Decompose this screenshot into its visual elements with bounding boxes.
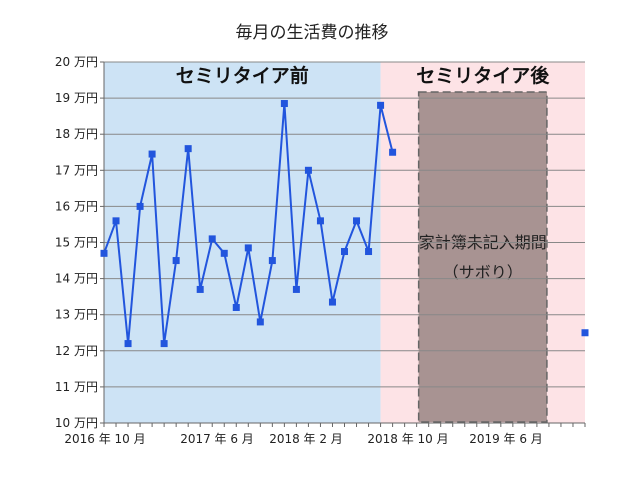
- data-point: [256, 318, 264, 326]
- data-point: [100, 249, 108, 257]
- x-tick-label: 2018 年 2 月: [269, 432, 343, 446]
- data-point: [341, 248, 348, 256]
- annotation-layer: 家計簿未記入期間（サボり）: [417, 91, 548, 423]
- x-tick-label: 2018 年 10 月: [367, 432, 448, 446]
- tick-labels: 10 万円 11 万円 12 万円 13 万円 14 万円 15 万円 16 万円 17 万円…: [55, 55, 543, 446]
- y-tick-label: 19 万円: [55, 91, 98, 105]
- y-tick-label: 15 万円: [55, 236, 98, 250]
- data-point: [292, 285, 300, 293]
- missing-data-box: [417, 91, 548, 423]
- region-labels: セミリタイア前 セミリタイア後: [176, 64, 551, 87]
- y-tick-label: 12 万円: [55, 344, 98, 358]
- data-point: [136, 202, 144, 210]
- data-point: [268, 257, 276, 265]
- y-tick-label: 18 万円: [55, 127, 98, 141]
- region-label-0: セミリタイア前: [176, 64, 309, 87]
- data-point: [196, 285, 204, 293]
- data-point: [124, 340, 132, 348]
- data-point: [184, 145, 192, 153]
- data-point: [389, 148, 397, 156]
- x-tick-label: 2017 年 6 月: [180, 432, 254, 446]
- data-point: [304, 166, 312, 174]
- data-point: [244, 244, 252, 252]
- data-point: [353, 217, 361, 225]
- data-point: [581, 329, 589, 337]
- data-point: [148, 150, 156, 158]
- data-point: [316, 217, 324, 225]
- data-point: [328, 298, 336, 306]
- x-tick-label: 2016 年 10 月: [64, 432, 145, 446]
- y-tick-label: 10 万円: [55, 416, 98, 430]
- series-layer: [100, 100, 589, 348]
- data-point: [365, 248, 373, 256]
- data-point: [232, 303, 240, 311]
- y-tick-label: 11 万円: [55, 380, 98, 394]
- y-tick-label: 20 万円: [55, 55, 98, 69]
- axes: [100, 61, 586, 427]
- y-tick-label: 16 万円: [55, 199, 98, 213]
- missing-data-label-1: （サボり）: [443, 263, 523, 282]
- region-label-1: セミリタイア後: [416, 64, 550, 87]
- data-point: [160, 340, 168, 348]
- y-tick-label: 14 万円: [55, 272, 98, 286]
- data-point: [112, 217, 120, 225]
- x-tick-label: 2019 年 6 月: [469, 432, 543, 446]
- data-point: [280, 100, 288, 108]
- chart-title: 毎月の生活費の推移: [236, 23, 389, 43]
- gridlines: [104, 61, 585, 424]
- data-point: [220, 249, 228, 257]
- data-point: [172, 257, 180, 265]
- data-point: [208, 235, 216, 243]
- data-point: [377, 101, 385, 109]
- y-tick-label: 13 万円: [55, 308, 98, 322]
- y-tick-label: 17 万円: [55, 163, 98, 177]
